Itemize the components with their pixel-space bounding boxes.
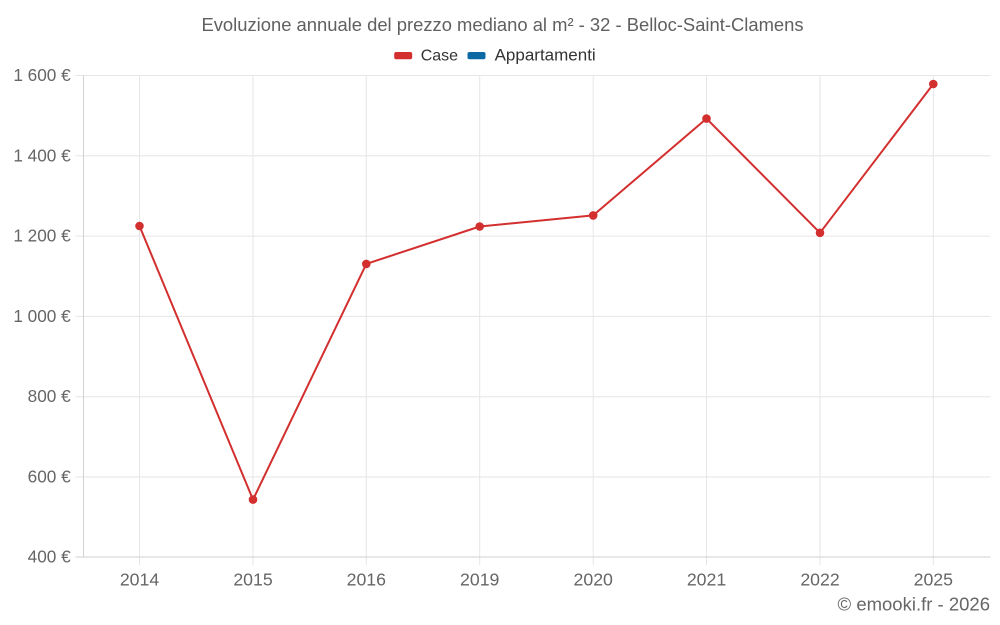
svg-text:2019: 2019 (460, 569, 499, 589)
svg-text:Case: Case (421, 47, 458, 64)
svg-text:Evoluzione annuale del prezzo: Evoluzione annuale del prezzo mediano al… (201, 14, 803, 35)
svg-text:2014: 2014 (120, 569, 160, 589)
svg-text:400 €: 400 € (28, 547, 71, 567)
svg-text:2020: 2020 (574, 569, 614, 589)
svg-text:2015: 2015 (233, 569, 273, 589)
svg-text:1 000 €: 1 000 € (13, 306, 71, 326)
svg-text:1 600 €: 1 600 € (13, 65, 71, 85)
svg-text:2021: 2021 (687, 569, 726, 589)
svg-text:2022: 2022 (800, 569, 839, 589)
svg-text:1 400 €: 1 400 € (13, 145, 71, 165)
svg-text:2016: 2016 (347, 569, 387, 589)
svg-text:600 €: 600 € (28, 467, 71, 487)
svg-text:1 200 €: 1 200 € (13, 226, 71, 246)
svg-text:© emooki.fr - 2026: © emooki.fr - 2026 (838, 594, 990, 615)
svg-text:2025: 2025 (914, 569, 954, 589)
svg-text:800 €: 800 € (28, 386, 71, 406)
svg-text:Appartamenti: Appartamenti (495, 45, 596, 64)
